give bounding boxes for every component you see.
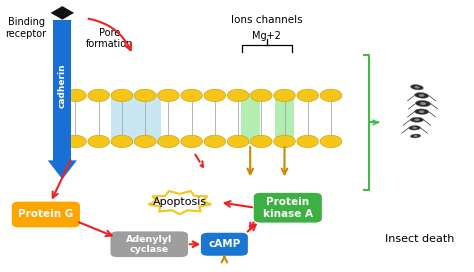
Circle shape <box>273 89 295 102</box>
FancyBboxPatch shape <box>110 231 188 257</box>
Circle shape <box>157 135 179 148</box>
Ellipse shape <box>419 110 424 113</box>
Circle shape <box>134 89 156 102</box>
Circle shape <box>134 135 156 148</box>
Ellipse shape <box>410 134 420 138</box>
Ellipse shape <box>414 119 419 121</box>
Ellipse shape <box>414 86 419 89</box>
Text: cadherin: cadherin <box>58 64 67 108</box>
Circle shape <box>204 135 226 148</box>
Ellipse shape <box>415 92 428 98</box>
Circle shape <box>227 135 249 148</box>
Circle shape <box>320 89 342 102</box>
Circle shape <box>111 135 133 148</box>
FancyBboxPatch shape <box>254 193 322 222</box>
Circle shape <box>64 135 86 148</box>
FancyBboxPatch shape <box>201 233 248 256</box>
Circle shape <box>181 89 202 102</box>
Circle shape <box>273 135 295 148</box>
Circle shape <box>88 135 109 148</box>
Text: Pore
formation: Pore formation <box>86 28 133 50</box>
Ellipse shape <box>410 85 423 90</box>
Circle shape <box>320 135 342 148</box>
Circle shape <box>88 89 109 102</box>
Circle shape <box>64 89 86 102</box>
Ellipse shape <box>413 135 418 137</box>
Text: cAMP: cAMP <box>208 239 240 249</box>
Text: Protein
kinase A: Protein kinase A <box>263 197 313 218</box>
Text: Binding
receptor: Binding receptor <box>6 17 47 39</box>
Text: Mg+2: Mg+2 <box>252 31 281 41</box>
FancyBboxPatch shape <box>12 202 80 227</box>
FancyBboxPatch shape <box>241 93 260 144</box>
Circle shape <box>181 135 202 148</box>
Circle shape <box>111 89 133 102</box>
Ellipse shape <box>416 100 430 107</box>
Ellipse shape <box>409 126 420 130</box>
Circle shape <box>204 89 226 102</box>
Polygon shape <box>48 160 77 179</box>
Circle shape <box>227 89 249 102</box>
Text: Insect death: Insect death <box>384 234 454 244</box>
Circle shape <box>250 89 272 102</box>
Text: Ions channels: Ions channels <box>231 15 302 25</box>
FancyBboxPatch shape <box>275 93 294 144</box>
Text: Apoptosis: Apoptosis <box>153 197 207 207</box>
Ellipse shape <box>412 127 417 129</box>
Text: Adenylyl
cyclase: Adenylyl cyclase <box>126 234 173 254</box>
Ellipse shape <box>420 102 426 105</box>
Ellipse shape <box>410 117 424 122</box>
Ellipse shape <box>419 94 424 97</box>
FancyBboxPatch shape <box>54 20 71 163</box>
FancyArrowPatch shape <box>89 19 131 50</box>
Circle shape <box>157 89 179 102</box>
FancyBboxPatch shape <box>111 93 161 144</box>
Text: Protein G: Protein G <box>18 209 73 220</box>
Circle shape <box>297 135 319 148</box>
Polygon shape <box>51 6 74 20</box>
Circle shape <box>250 135 272 148</box>
Circle shape <box>297 89 319 102</box>
Ellipse shape <box>415 109 428 114</box>
FancyArrowPatch shape <box>195 154 203 167</box>
